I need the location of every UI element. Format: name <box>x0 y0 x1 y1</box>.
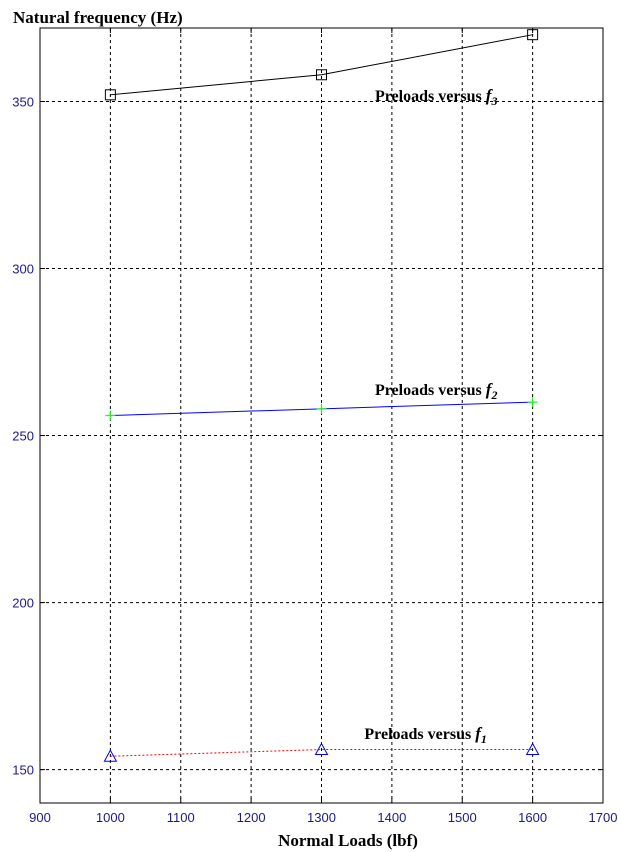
series-1-line <box>110 34 533 96</box>
series-3 <box>103 742 540 762</box>
x-tick-label: 1200 <box>237 810 266 825</box>
annotation-subscript: 1 <box>481 732 487 746</box>
grid-lines <box>40 28 603 803</box>
data-point-square-marker <box>104 89 116 101</box>
y-tick-label: 200 <box>12 596 34 611</box>
annotation-subscript: 2 <box>490 388 497 402</box>
y-axis-title: Natural frequency (Hz) <box>13 8 183 27</box>
annotation-text: Preloads versus <box>375 88 486 105</box>
annotation-text: Preloads versus <box>364 726 475 743</box>
data-point-triangle-marker <box>103 749 118 762</box>
annotation-subscript: 3 <box>490 94 497 108</box>
data-point-triangle-marker <box>525 742 540 756</box>
annotation-symbol: f <box>486 86 494 105</box>
x-tick-label: 1700 <box>589 810 618 825</box>
annotation-symbol: f <box>475 724 483 743</box>
data-point-square-marker <box>316 69 327 81</box>
annotation-symbol: f <box>486 380 494 399</box>
x-tick-label: 1500 <box>448 810 477 825</box>
x-tick-label: 1000 <box>96 810 125 825</box>
annotation-label-1: Preloads versus f3 <box>375 86 497 108</box>
y-tick-label: 150 <box>12 763 34 778</box>
x-tick-label: 900 <box>29 810 51 825</box>
series-1 <box>104 29 539 101</box>
x-tick-label: 1400 <box>377 810 406 825</box>
plot-area-background <box>40 28 603 803</box>
y-tick-label: 250 <box>12 429 34 444</box>
annotation-label-3: Preloads versus f1 <box>364 724 486 746</box>
x-tick-label: 1600 <box>518 810 547 825</box>
data-point-triangle-marker <box>314 742 329 756</box>
x-tick-label: 1100 <box>167 810 195 825</box>
axis-ticks: 900 1000 1100 1200 1300 1400 1500 1600 170015020… <box>12 28 617 825</box>
x-axis-title: Normal Loads (lbf) <box>278 831 418 850</box>
data-point-square-marker <box>527 29 539 41</box>
series-group <box>103 29 540 762</box>
x-tick-label: 1300 <box>307 810 336 825</box>
data-point-plus-marker <box>527 397 538 408</box>
data-point-plus-marker <box>105 410 116 421</box>
data-point-plus-marker <box>316 403 327 414</box>
series-2 <box>105 397 538 421</box>
annotation-label-2: Preloads versus f2 <box>375 380 497 402</box>
y-tick-label: 350 <box>12 94 34 109</box>
annotation-text: Preloads versus <box>375 382 486 399</box>
y-tick-label: 300 <box>12 262 34 277</box>
